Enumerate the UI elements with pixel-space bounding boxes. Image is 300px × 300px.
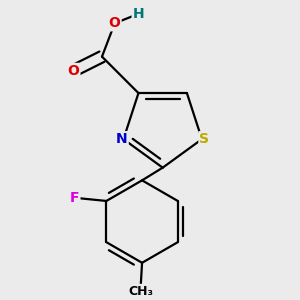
Text: O: O — [109, 16, 121, 30]
Text: S: S — [200, 132, 209, 146]
Text: F: F — [70, 191, 80, 205]
Text: O: O — [68, 64, 80, 78]
Text: H: H — [133, 7, 144, 21]
Text: CH₃: CH₃ — [128, 285, 153, 298]
Text: N: N — [116, 132, 128, 146]
